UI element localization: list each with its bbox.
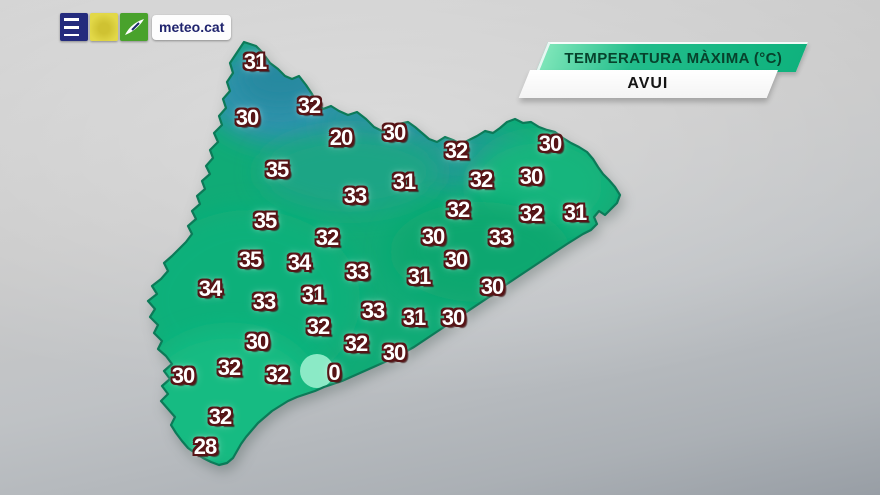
subtitle-banner-label: AVUI <box>627 75 669 92</box>
mint-spot <box>300 354 334 388</box>
temp-label: 31 <box>563 200 588 225</box>
temp-label: 32 <box>344 331 369 356</box>
temp-label: 28 <box>193 434 218 459</box>
temp-label: 34 <box>287 250 312 275</box>
brand-plate: meteo.cat <box>152 14 232 40</box>
temp-label: 32 <box>444 138 469 163</box>
temp-label: 32 <box>519 201 544 226</box>
temp-label: 32 <box>446 197 471 222</box>
temp-label: 30 <box>480 274 505 299</box>
temp-label: 30 <box>382 340 407 365</box>
temp-label: 30 <box>171 363 196 388</box>
temp-label: 0 <box>328 360 340 385</box>
temp-label: 30 <box>382 120 407 145</box>
temp-label: 30 <box>444 247 469 272</box>
temp-label: 33 <box>488 225 513 250</box>
temp-label: 33 <box>361 298 386 323</box>
temp-label: 33 <box>252 289 277 314</box>
temp-label: 30 <box>245 329 270 354</box>
temp-label: 32 <box>208 404 233 429</box>
title-banner: TEMPERATURA MÀXIMA (°C) <box>535 42 808 72</box>
temp-label: 34 <box>198 276 223 301</box>
logo-square-blue <box>60 13 88 41</box>
temp-label: 30 <box>538 131 563 156</box>
subtitle-banner: AVUI <box>518 70 778 98</box>
temp-label: 35 <box>238 247 263 272</box>
logo-square-green <box>120 13 148 41</box>
temp-label: 31 <box>407 264 432 289</box>
temp-label: 35 <box>253 208 278 233</box>
temp-label: 33 <box>345 259 370 284</box>
temp-label: 32 <box>297 93 322 118</box>
logo-square-yellow <box>90 13 118 41</box>
temp-label: 20 <box>329 125 354 150</box>
temp-label: 31 <box>392 169 417 194</box>
temp-label: 30 <box>519 164 544 189</box>
temp-label: 30 <box>421 224 446 249</box>
stripes-icon <box>64 18 79 36</box>
temp-label: 35 <box>265 157 290 182</box>
swoosh-icon <box>125 19 144 35</box>
temp-label: 32 <box>315 225 340 250</box>
temp-label: 33 <box>343 183 368 208</box>
meteocat-logo: meteo.cat <box>60 13 232 41</box>
temp-label: 32 <box>265 362 290 387</box>
temp-label: 32 <box>217 355 242 380</box>
temp-label: 31 <box>301 282 326 307</box>
temp-label: 30 <box>235 105 260 130</box>
temp-label: 32 <box>469 167 494 192</box>
brand-text: meteo.cat <box>159 19 225 35</box>
title-banner-label: TEMPERATURA MÀXIMA (°C) <box>564 49 783 67</box>
temp-label: 32 <box>306 314 331 339</box>
temp-label: 31 <box>243 49 268 74</box>
temp-label: 31 <box>402 305 427 330</box>
temp-label: 30 <box>441 305 466 330</box>
